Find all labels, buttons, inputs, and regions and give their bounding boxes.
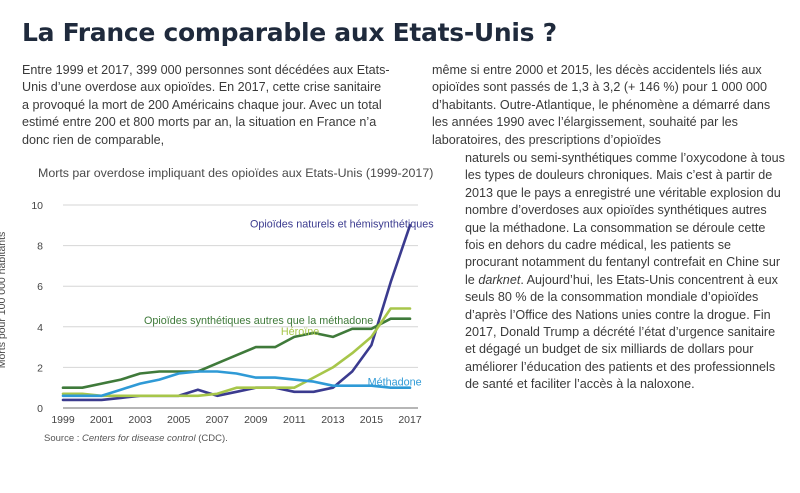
article-text: . Aujourd’hui, les Etats-Unis concentren… (465, 272, 778, 392)
series-line (61, 370, 412, 398)
series-label: Opioïdes synthétiques autres que la méth… (144, 315, 373, 327)
article-right-column-lower: naturels ou semi-synthétiques comme l’ox… (465, 150, 785, 394)
x-tick-label: 2009 (244, 414, 268, 426)
y-tick-label: 0 (37, 403, 43, 415)
source-suffix: (CDC). (195, 433, 228, 444)
series-label: Opioïdes naturels et hémisynthétiques (250, 218, 434, 230)
series-label: Héroïne (281, 326, 319, 338)
chart-source: Source : Centers for disease control (CD… (44, 433, 228, 444)
article-right-column-top: même si entre 2000 et 2015, les décès ac… (432, 63, 771, 147)
x-tick-label: 2015 (360, 414, 384, 426)
y-tick-label: 8 (37, 241, 43, 253)
x-tick-label: 1999 (51, 414, 75, 426)
series-line (61, 307, 412, 398)
x-tick-label: 2005 (167, 414, 191, 426)
article-emphasis: darknet (478, 272, 521, 287)
x-tick-label: 2011 (283, 414, 306, 426)
series-line (61, 317, 412, 389)
x-tick-label: 2001 (90, 414, 114, 426)
x-tick-label: 2017 (398, 414, 422, 426)
chart-title: Morts par overdose impliquant des opioïd… (38, 166, 434, 180)
x-tick-label: 2003 (128, 414, 152, 426)
y-tick-label: 4 (37, 322, 43, 334)
source-label: Source : (44, 433, 83, 444)
y-tick-label: 10 (31, 200, 43, 212)
series-line (61, 224, 412, 402)
series-label: Méthadone (368, 377, 422, 389)
article-text: naturels ou semi-synthétiques comme l’ox… (465, 151, 785, 287)
source-name: Centers for disease control (82, 433, 196, 444)
x-tick-label: 2013 (321, 414, 345, 426)
x-tick-label: 2007 (206, 414, 230, 426)
y-tick-label: 2 (37, 362, 43, 374)
article-left-column: Entre 1999 et 2017, 399 000 personnes so… (22, 63, 390, 147)
y-tick-label: 6 (37, 281, 43, 293)
page-title: La France comparable aux Etats-Unis ? (22, 18, 557, 47)
